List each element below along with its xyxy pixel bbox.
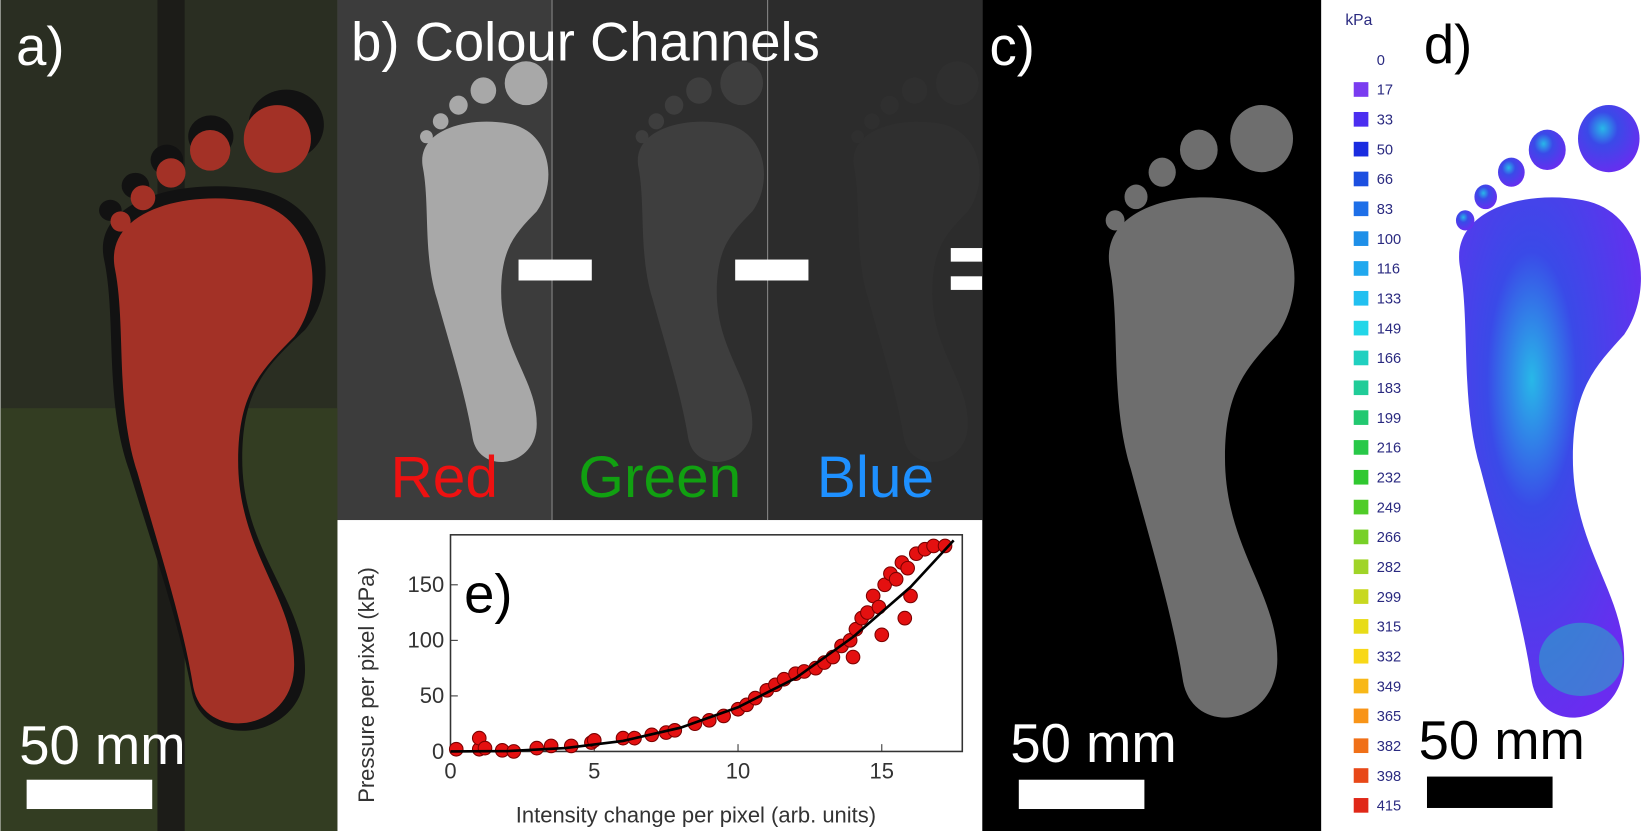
colorbar-label: 199	[1377, 411, 1401, 427]
colorbar-swatch	[1353, 410, 1369, 425]
colorbar-swatch	[1353, 648, 1369, 664]
colorbar-label: 382	[1377, 739, 1401, 755]
colorbar-label: 149	[1377, 321, 1401, 337]
colorbar-label: 66	[1377, 172, 1393, 188]
channel-label: Red	[390, 445, 497, 510]
colorbar-label: 166	[1377, 351, 1401, 367]
colorbar-label: 83	[1377, 202, 1393, 218]
colorbar-swatch	[1353, 469, 1369, 485]
channel-label: Blue	[817, 445, 934, 510]
colorbar-label: 282	[1377, 560, 1401, 576]
hot-spot	[1538, 622, 1623, 696]
x-tick-label: 0	[444, 759, 456, 784]
y-tick-label: 150	[408, 572, 445, 597]
colorbar-label: 398	[1377, 769, 1401, 785]
data-point	[477, 740, 493, 756]
colorbar-swatch	[1353, 440, 1369, 455]
colorbar-swatch	[1353, 798, 1369, 813]
minus-sign	[518, 259, 592, 281]
panel-e-bg	[337, 520, 983, 831]
colorbar-label: 116	[1377, 262, 1400, 278]
colorbar-swatch	[1353, 171, 1369, 187]
panel-label: d)	[1424, 14, 1472, 75]
colorbar-swatch	[1353, 82, 1369, 97]
colorbar-label: 216	[1377, 441, 1401, 457]
plot-frame	[449, 534, 964, 753]
colorbar-label: 365	[1377, 709, 1401, 725]
colorbar-swatch	[1353, 231, 1369, 246]
scale-bar	[26, 779, 153, 810]
colorbar-swatch	[1353, 320, 1369, 336]
colorbar-swatch	[1353, 290, 1369, 306]
x-axis-label: Intensity change per pixel (arb. units)	[516, 803, 876, 828]
data-point	[448, 741, 464, 757]
panel-label: a)	[16, 16, 64, 77]
colorbar-label: 349	[1377, 679, 1401, 695]
colorbar-label: 415	[1377, 799, 1401, 815]
colorbar-label: 50	[1377, 142, 1393, 158]
colorbar-label: 266	[1377, 530, 1401, 546]
channel-labels: Red Green Blue	[390, 445, 934, 510]
panel-label: b) Colour Channels	[351, 12, 820, 73]
colorbar-swatch	[1353, 559, 1369, 575]
channel-label: Green	[578, 445, 741, 510]
colorbar-swatch	[1353, 589, 1369, 604]
colorbar-swatch	[1353, 678, 1369, 694]
colorbar-label: 232	[1377, 470, 1401, 486]
data-point	[903, 588, 918, 604]
x-tick-label: 10	[726, 759, 750, 784]
colorbar-label: 299	[1377, 590, 1401, 606]
colorbar-swatch	[1353, 768, 1369, 783]
colorbar-label: 249	[1377, 500, 1401, 516]
colorbar-swatch	[1353, 380, 1369, 396]
colorbar-label: 100	[1377, 232, 1401, 248]
colorbar-unit: kPa	[1345, 12, 1372, 29]
colorbar-swatch	[1353, 201, 1369, 217]
colorbar-label: 315	[1377, 620, 1401, 636]
data-point	[888, 571, 904, 587]
fit-line	[450, 539, 955, 753]
y-tick-label: 0	[432, 739, 444, 764]
colorbar-swatch	[1353, 261, 1369, 276]
data-point	[900, 560, 915, 576]
y-tick-label: 50	[420, 683, 444, 708]
panel-label: c)	[990, 16, 1035, 77]
data-point	[845, 649, 861, 665]
data-point	[543, 738, 559, 754]
y-tick-label: 100	[408, 628, 445, 653]
colorbar-label: 0	[1377, 53, 1385, 69]
chart-label: e)	[464, 563, 512, 624]
colorbar-label: 17	[1377, 83, 1393, 99]
colorbar-swatch	[1353, 350, 1369, 366]
scale-bar	[1426, 776, 1553, 808]
scale-text: 50 mm	[1010, 713, 1176, 774]
y-axis-label: Pressure per pixel (kPa)	[354, 567, 379, 803]
colorbar-swatch	[1353, 529, 1369, 545]
scale-text: 50 mm	[1419, 710, 1585, 771]
x-tick-label: 15	[870, 759, 894, 784]
data-point	[897, 610, 913, 626]
colorbar: 0 17 33 50 66 83 100 116 133 149 166 183 199 216 232 24…	[1353, 53, 1401, 815]
colorbar-swatch	[1353, 708, 1369, 724]
colorbar-label: 183	[1377, 381, 1401, 397]
colorbar-swatch	[1353, 619, 1369, 634]
scale-bar	[1018, 779, 1145, 810]
colorbar-swatch	[1353, 111, 1369, 127]
data-point	[937, 538, 953, 554]
data-point	[874, 627, 890, 643]
colorbar-swatch	[1353, 141, 1369, 157]
colorbar-label: 33	[1377, 113, 1393, 129]
colorbar-swatch	[1353, 499, 1369, 515]
x-tick-label: 5	[588, 759, 600, 784]
colorbar-label: 332	[1377, 649, 1401, 665]
colorbar-label: 133	[1377, 292, 1401, 308]
colorbar-swatch	[1353, 738, 1369, 754]
scale-text: 50 mm	[19, 715, 185, 776]
minus-sign	[735, 259, 809, 281]
